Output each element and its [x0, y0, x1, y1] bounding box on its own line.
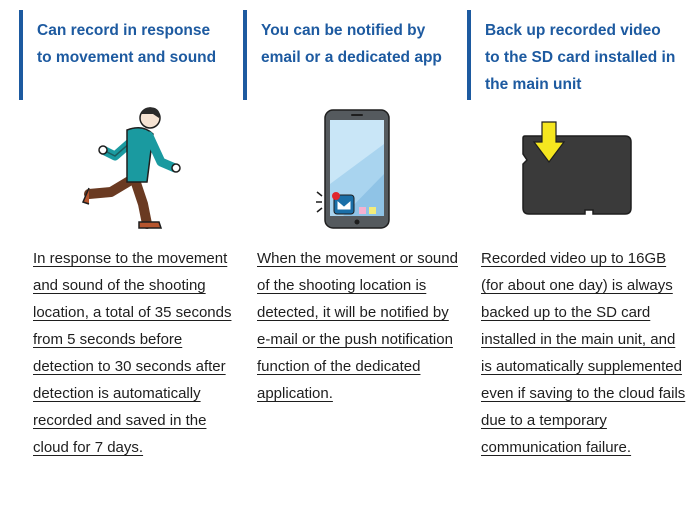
smartphone-notification-icon [243, 104, 457, 234]
feature-description: Recorded video up to 16GB (for about one… [481, 250, 686, 456]
running-man-icon [19, 104, 233, 234]
feature-description: When the movement or sound of the shooti… [257, 250, 458, 402]
feature-heading: You can be notified by email or a dedica… [243, 10, 453, 100]
sd-card-icon [467, 104, 681, 234]
feature-heading: Back up recorded video to the SD card in… [467, 10, 677, 100]
feature-heading: Can record in response to movement and s… [19, 10, 229, 100]
feature-description: In response to the movement and sound of… [33, 250, 232, 456]
